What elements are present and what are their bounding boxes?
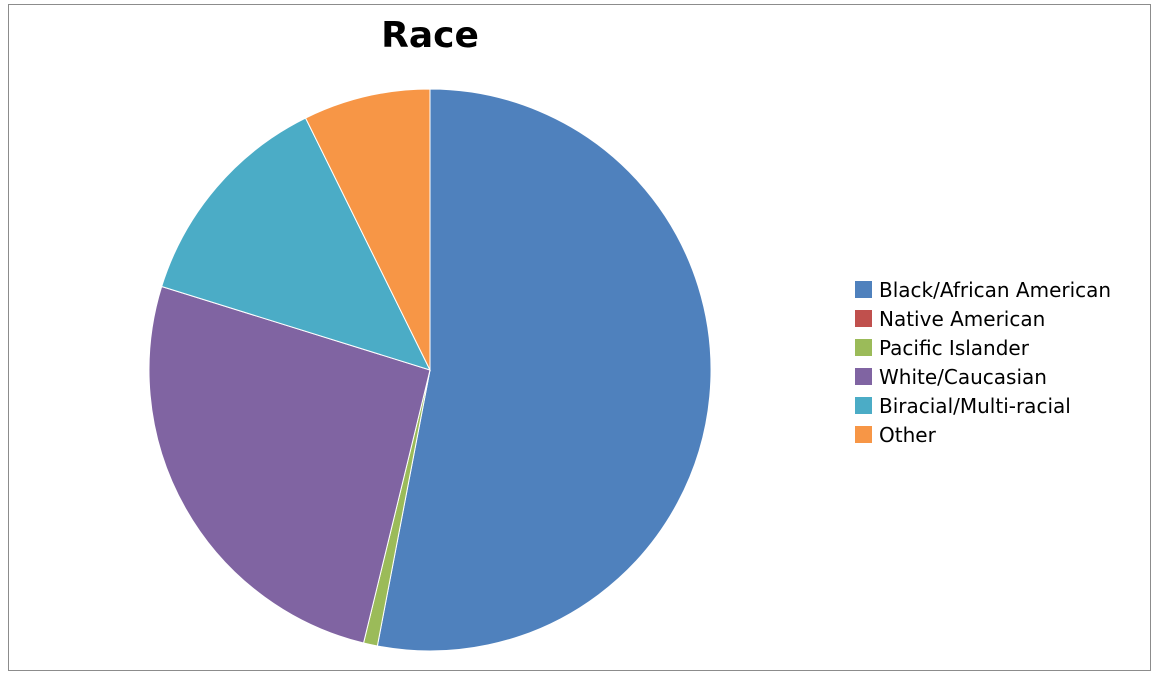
legend-item-white-caucasian: White/Caucasian xyxy=(855,362,1111,391)
pie-slice-black-african-american xyxy=(376,88,712,652)
legend-item-black-african-american: Black/African American xyxy=(855,275,1111,304)
legend-label: Black/African American xyxy=(879,277,1112,302)
legend-swatch xyxy=(855,397,872,414)
legend-item-pacific-islander: Pacific Islander xyxy=(855,333,1111,362)
chart-legend: Black/African American Native American Pac… xyxy=(855,275,1111,449)
legend-label: White/Caucasian xyxy=(879,364,1047,389)
chart-title: Race xyxy=(381,15,479,56)
legend-label: Native American xyxy=(879,306,1046,331)
pie-slice-biracial-multi-racial xyxy=(161,117,431,371)
legend-swatch xyxy=(855,310,872,327)
legend-label: Other xyxy=(879,422,936,447)
legend-item-other: Other xyxy=(855,420,1111,449)
legend-swatch xyxy=(855,281,872,298)
legend-item-biracial-multi-racial: Biracial/Multi-racial xyxy=(855,391,1111,420)
legend-item-native-american: Native American xyxy=(855,304,1111,333)
pie-slices xyxy=(148,88,712,652)
pie-slice-white-caucasian xyxy=(148,285,431,644)
legend-label: Biracial/Multi-racial xyxy=(879,393,1071,418)
legend-swatch xyxy=(855,339,872,356)
legend-swatch xyxy=(855,426,872,443)
pie-slice-other xyxy=(304,88,431,371)
legend-label: Pacific Islander xyxy=(879,335,1029,360)
legend-swatch xyxy=(855,368,872,385)
